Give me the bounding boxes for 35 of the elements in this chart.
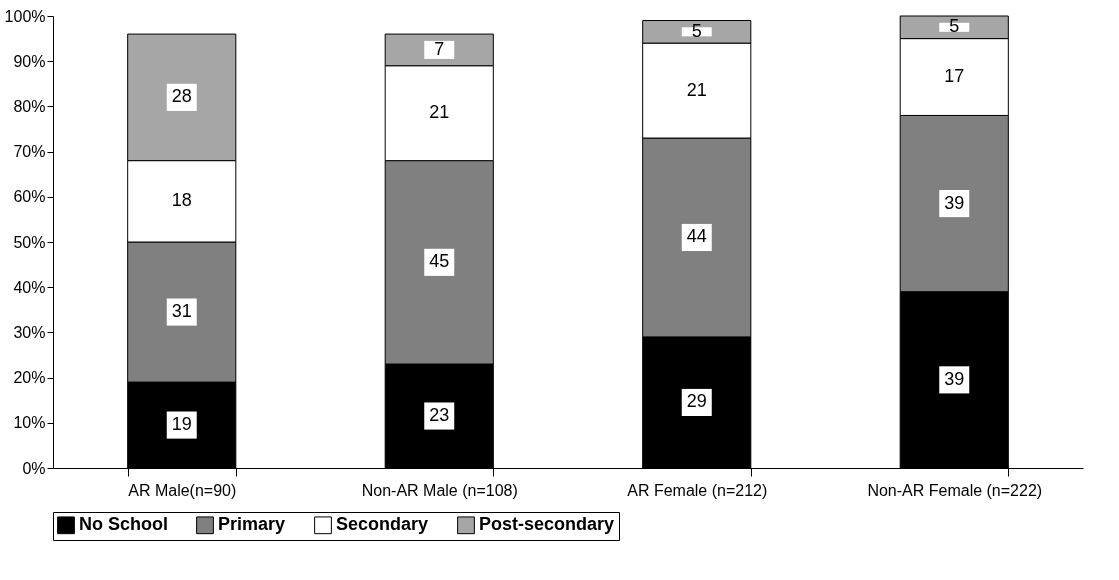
x-tick-label: AR Female (n=212): [627, 481, 768, 499]
data-label: 45: [429, 251, 450, 272]
legend-label: Secondary: [336, 514, 429, 535]
data-label: 21: [686, 79, 707, 100]
data-label: 21: [429, 102, 450, 123]
y-tick-label: 10%: [13, 414, 46, 432]
y-tick-label: 90%: [13, 52, 46, 70]
x-tick-label: AR Male(n=90): [128, 481, 237, 499]
legend-label: Primary: [218, 514, 286, 535]
data-label: 39: [944, 192, 965, 213]
data-label: 23: [429, 405, 450, 426]
data-label: 5: [949, 16, 960, 37]
y-tick-label: 100%: [4, 7, 46, 25]
y-tick-label: 60%: [13, 188, 46, 206]
data-label: 44: [686, 226, 707, 247]
data-label: 39: [944, 368, 965, 389]
data-label: 28: [171, 86, 192, 107]
x-tick-label: Non-AR Male (n=108): [361, 481, 518, 499]
y-tick-label: 20%: [13, 369, 46, 387]
y-tick-label: 70%: [13, 143, 46, 161]
y-tick-label: 50%: [13, 233, 46, 251]
y-tick-label: 40%: [13, 278, 46, 296]
y-tick-label: 0%: [22, 459, 46, 477]
data-label: 7: [434, 38, 445, 59]
legend-label: Post-secondary: [479, 514, 615, 535]
data-label: 19: [171, 414, 192, 435]
x-tick-label: Non-AR Female (n=222): [867, 481, 1043, 499]
data-label: 17: [944, 66, 965, 87]
data-label: 29: [686, 391, 707, 412]
legend-label: No School: [79, 514, 168, 535]
data-label: 31: [171, 301, 192, 322]
y-tick-label: 30%: [13, 323, 46, 341]
data-label: 18: [171, 190, 192, 211]
y-tick-label: 80%: [13, 97, 46, 115]
data-label: 5: [691, 20, 702, 41]
